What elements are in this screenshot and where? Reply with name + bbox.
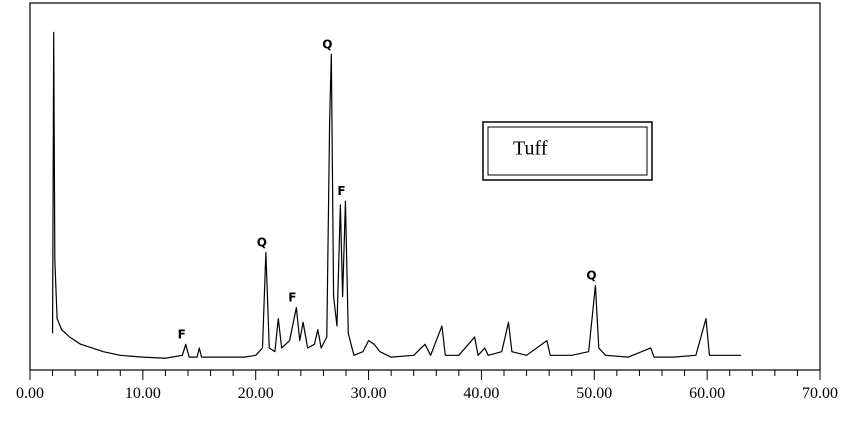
x-tick-label: 10.00 <box>125 385 161 402</box>
peak-annotation: Q <box>586 269 596 283</box>
peak-annotation: Q <box>257 236 267 250</box>
x-tick-label: 30.00 <box>351 385 387 402</box>
x-tick-label: 50.00 <box>576 385 612 402</box>
legend-label: Tuff <box>513 138 548 160</box>
legend-box-inner <box>487 126 648 176</box>
legend: Tuff <box>482 121 653 181</box>
x-tick-label: 0.00 <box>16 385 44 402</box>
peak-annotation: F <box>288 291 296 305</box>
x-tick-label: 40.00 <box>463 385 499 402</box>
x-tick-label: 70.00 <box>802 385 838 402</box>
peak-annotation: Q <box>322 37 332 51</box>
x-tick-label: 60.00 <box>689 385 725 402</box>
plot-frame <box>29 2 821 371</box>
peak-annotation: F <box>178 327 186 341</box>
legend-box <box>482 121 653 181</box>
data-line <box>51 31 741 359</box>
peak-annotation: F <box>337 184 345 198</box>
x-tick-label: 20.00 <box>238 385 274 402</box>
